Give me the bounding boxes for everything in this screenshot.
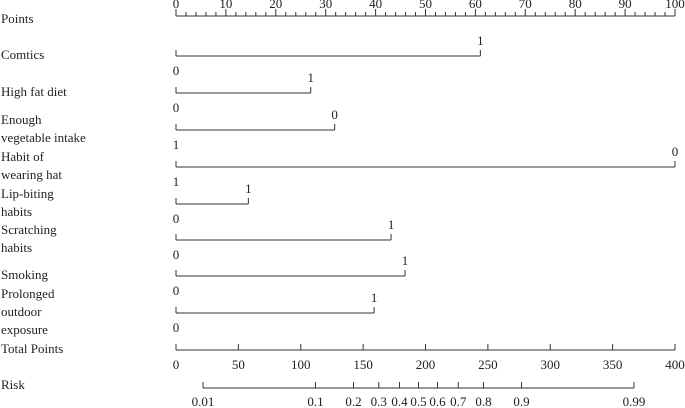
tick-label: 10 — [219, 0, 232, 11]
variable-label: Enough — [1, 112, 42, 127]
level-label: 1 — [173, 174, 180, 189]
tick-label: 0.6 — [429, 394, 446, 408]
tick-label: 300 — [541, 357, 561, 372]
variable-label: Lip-biting — [1, 186, 54, 201]
tick-label: 0.9 — [513, 394, 529, 408]
tick-label: 20 — [269, 0, 282, 11]
variable-label: Smoking — [1, 267, 48, 282]
level-label: 0 — [672, 144, 679, 159]
variable-label: High fat diet — [1, 84, 67, 99]
tick-label: 0 — [173, 357, 180, 372]
level-label: 0 — [173, 247, 180, 262]
tick-label: 0.1 — [307, 394, 323, 408]
level-label: 1 — [388, 217, 395, 232]
level-label: 0 — [173, 283, 180, 298]
tick-label: 30 — [319, 0, 332, 11]
level-label: 0 — [173, 63, 180, 78]
variable-label: Habit of — [1, 149, 45, 164]
tick-label: 0.2 — [345, 394, 361, 408]
tick-label: 0.01 — [192, 394, 215, 408]
variable-label: Scratching — [1, 222, 57, 237]
axis-label: Points — [1, 11, 34, 26]
tick-label: 250 — [478, 357, 498, 372]
level-label: 1 — [402, 253, 409, 268]
tick-label: 0.5 — [410, 394, 426, 408]
variable-label: wearing hat — [1, 167, 62, 182]
variable-label: Prolonged — [1, 286, 55, 301]
tick-label: 0.7 — [450, 394, 467, 408]
level-label: 1 — [477, 33, 484, 48]
tick-label: 50 — [419, 0, 432, 11]
tick-label: 200 — [416, 357, 436, 372]
variable-label: outdoor — [1, 304, 42, 319]
tick-label: 70 — [519, 0, 532, 11]
tick-label: 50 — [232, 357, 245, 372]
variable-label: vegetable intake — [1, 130, 86, 145]
tick-label: 150 — [353, 357, 373, 372]
level-label: 1 — [307, 70, 314, 85]
tick-label: 0 — [173, 0, 180, 11]
level-label: 0 — [173, 320, 180, 335]
axis-label: Risk — [1, 377, 25, 392]
tick-label: 80 — [569, 0, 582, 11]
axis-label: Total Points — [1, 341, 63, 356]
tick-label: 400 — [665, 357, 685, 372]
variable-label: exposure — [1, 322, 48, 337]
tick-label: 350 — [603, 357, 623, 372]
tick-label: 100 — [665, 0, 685, 11]
tick-label: 0.8 — [475, 394, 491, 408]
variable-label: Comtics — [1, 47, 44, 62]
level-label: 1 — [245, 181, 252, 196]
level-label: 0 — [331, 107, 338, 122]
tick-label: 0.4 — [391, 394, 408, 408]
tick-label: 100 — [291, 357, 311, 372]
tick-label: 40 — [369, 0, 382, 11]
tick-label: 0.99 — [623, 394, 646, 408]
level-label: 1 — [371, 290, 378, 305]
level-label: 1 — [173, 137, 180, 152]
tick-label: 60 — [469, 0, 482, 11]
level-label: 0 — [173, 211, 180, 226]
variable-label: habits — [1, 240, 32, 255]
tick-label: 0.3 — [371, 394, 387, 408]
level-label: 0 — [173, 100, 180, 115]
variable-label: habits — [1, 204, 32, 219]
tick-label: 90 — [619, 0, 632, 11]
